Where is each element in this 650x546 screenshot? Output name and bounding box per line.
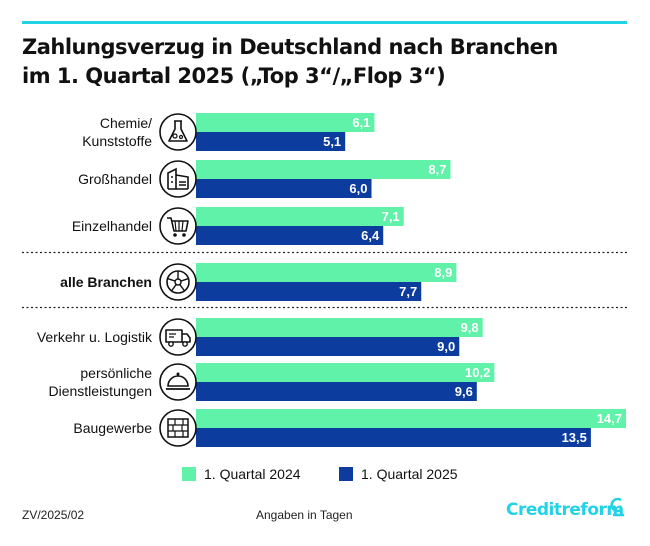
bar-value-label: 6,4 xyxy=(361,228,380,243)
footer-code: ZV/2025/02 xyxy=(22,508,85,522)
brick-wall-icon xyxy=(159,409,197,447)
top-accent-line xyxy=(22,21,627,24)
chart-title-line-1: Zahlungsverzug in Deutschland nach Branc… xyxy=(22,35,558,59)
bar-value-label: 14,7 xyxy=(597,411,622,426)
bar-2025 xyxy=(196,132,346,151)
bar-2025 xyxy=(196,179,372,198)
legend-swatch-2025 xyxy=(339,467,353,481)
bar-2024 xyxy=(196,409,626,428)
flask-icon xyxy=(159,113,197,151)
bar-value-label: 10,2 xyxy=(465,365,490,380)
bar-value-label: 6,1 xyxy=(352,115,370,130)
bar-value-label: 9,0 xyxy=(437,339,455,354)
cloche-icon xyxy=(159,363,197,401)
bar-value-label: 6,0 xyxy=(349,181,367,196)
category-label: persönliche xyxy=(80,365,152,381)
category-label: Dienstleistungen xyxy=(48,383,152,399)
creditreform-logo: Creditreform xyxy=(506,500,624,520)
bar-2025 xyxy=(196,428,591,447)
bar-value-label: 8,7 xyxy=(428,162,446,177)
chart-title-line-2: im 1. Quartal 2025 („Top 3“/„Flop 3“) xyxy=(22,64,446,88)
legend-label: 1. Quartal 2025 xyxy=(361,466,458,482)
category-label: Großhandel xyxy=(78,171,152,187)
bar-2024 xyxy=(196,113,375,132)
category-label: Verkehr u. Logistik xyxy=(37,329,153,345)
category-label: alle Branchen xyxy=(60,274,152,290)
category-label: Chemie/ xyxy=(100,115,152,131)
bar-value-label: 7,1 xyxy=(382,209,400,224)
category-label: Einzelhandel xyxy=(72,218,152,234)
wheel-icon xyxy=(159,263,197,301)
truck-icon xyxy=(159,318,197,356)
footer-unit-note: Angaben in Tagen xyxy=(256,508,353,522)
bar-2024 xyxy=(196,160,451,179)
bar-2024 xyxy=(196,363,495,382)
bar-2025 xyxy=(196,382,477,401)
category-label: Kunststoffe xyxy=(82,133,152,149)
bar-value-label: 7,7 xyxy=(399,284,417,299)
creditreform-logo-icon xyxy=(610,497,624,517)
legend-swatch-2024 xyxy=(182,467,196,481)
bar-2025 xyxy=(196,337,460,356)
bar-2024 xyxy=(196,263,457,282)
warehouse-icon xyxy=(159,160,197,198)
bar-value-label: 8,9 xyxy=(434,265,452,280)
chart-title: Zahlungsverzug in Deutschland nach Branc… xyxy=(22,33,627,91)
bar-2024 xyxy=(196,318,483,337)
bar-2024 xyxy=(196,207,404,226)
bar-2025 xyxy=(196,282,422,301)
bar-value-label: 9,8 xyxy=(461,320,479,335)
shopping-cart-icon xyxy=(159,207,197,245)
bar-2025 xyxy=(196,226,384,245)
bar-value-label: 9,6 xyxy=(455,384,473,399)
bar-value-label: 13,5 xyxy=(562,430,587,445)
legend-label: 1. Quartal 2024 xyxy=(204,466,301,482)
bar-value-label: 5,1 xyxy=(323,134,341,149)
category-label: Baugewerbe xyxy=(73,420,152,436)
